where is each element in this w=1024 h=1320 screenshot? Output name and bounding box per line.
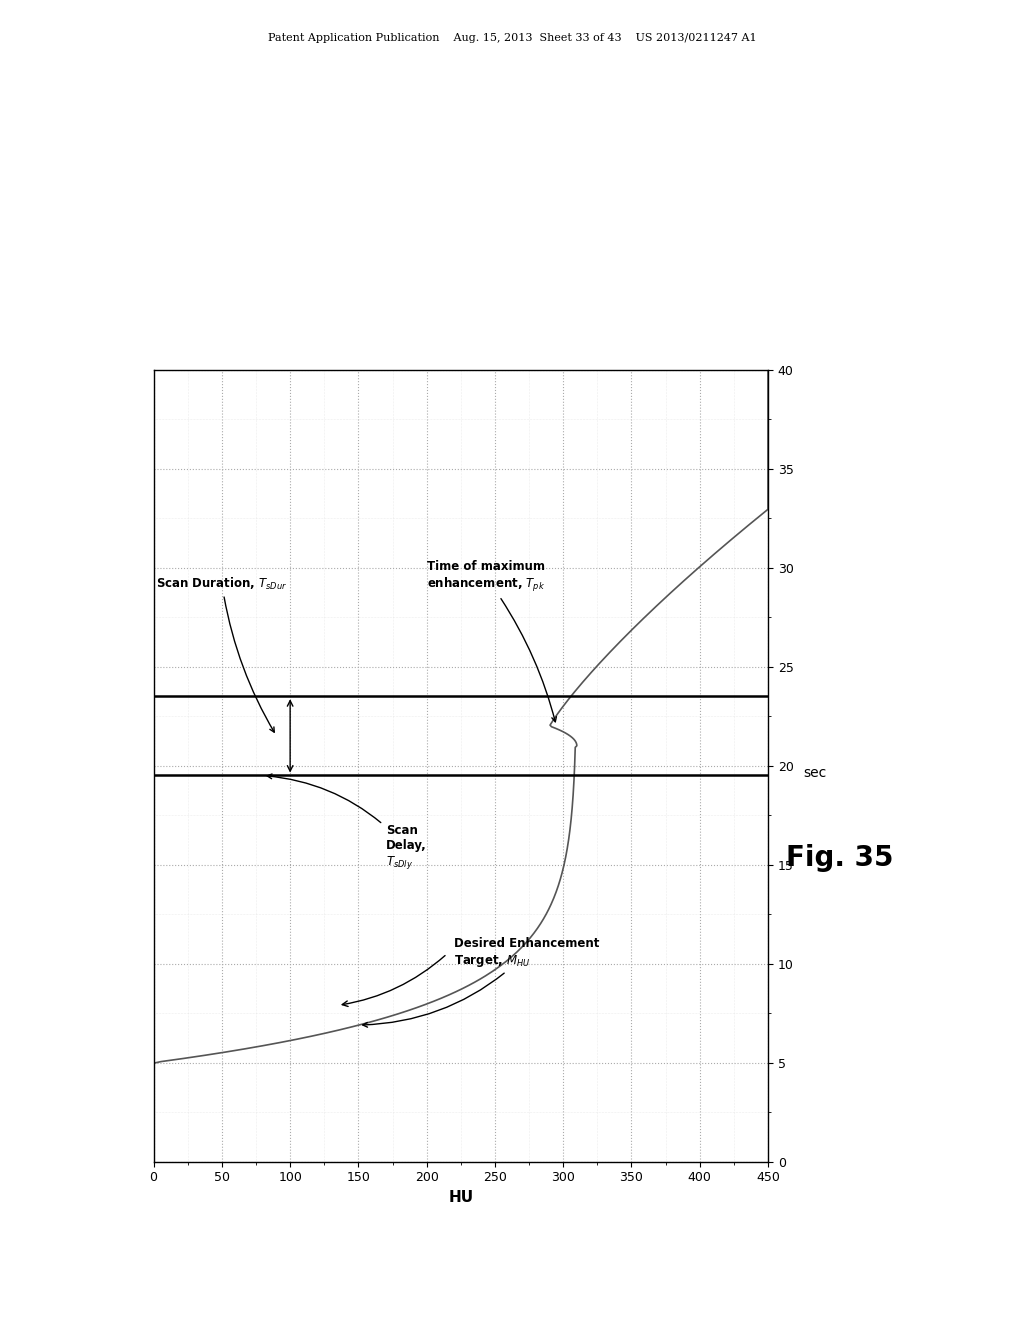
Text: Desired Enhancement
Target, $M_{HU}$: Desired Enhancement Target, $M_{HU}$	[362, 937, 599, 1027]
Text: Scan Duration, $T_{sDur}$: Scan Duration, $T_{sDur}$	[157, 576, 288, 733]
Y-axis label: sec: sec	[803, 766, 826, 780]
Text: Time of maximum
enhancement, $T_{pk}$: Time of maximum enhancement, $T_{pk}$	[427, 560, 556, 722]
Text: Fig. 35: Fig. 35	[786, 843, 893, 873]
Text: Scan
Delay,
$T_{sDly}$: Scan Delay, $T_{sDly}$	[267, 774, 426, 871]
Text: Patent Application Publication    Aug. 15, 2013  Sheet 33 of 43    US 2013/02112: Patent Application Publication Aug. 15, …	[267, 33, 757, 44]
X-axis label: HU: HU	[449, 1189, 473, 1205]
